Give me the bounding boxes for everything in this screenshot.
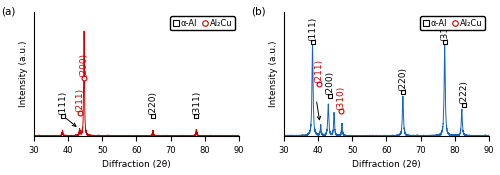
Text: (220): (220) — [398, 67, 407, 91]
Text: (220): (220) — [148, 91, 158, 115]
Text: (200): (200) — [326, 71, 334, 95]
Text: (200): (200) — [80, 53, 88, 77]
Legend: α-Al, Al₂Cu: α-Al, Al₂Cu — [420, 16, 485, 30]
Text: (111): (111) — [58, 91, 67, 115]
Text: (211): (211) — [314, 58, 324, 83]
Y-axis label: Intensity (a.u.): Intensity (a.u.) — [19, 41, 28, 107]
X-axis label: Diffraction (2θ): Diffraction (2θ) — [102, 160, 171, 169]
Text: (a): (a) — [1, 6, 15, 16]
Text: (b): (b) — [251, 6, 266, 16]
Text: (311): (311) — [192, 91, 201, 115]
Text: (211): (211) — [75, 88, 84, 112]
Y-axis label: Intensity (a.u.): Intensity (a.u.) — [269, 41, 278, 107]
Text: (111): (111) — [308, 16, 317, 41]
Legend: α-Al, Al₂Cu: α-Al, Al₂Cu — [170, 16, 235, 30]
X-axis label: Diffraction (2θ): Diffraction (2θ) — [352, 160, 421, 169]
Text: (222): (222) — [459, 80, 468, 104]
Text: (311): (311) — [440, 16, 449, 41]
Text: (310): (310) — [336, 86, 345, 110]
